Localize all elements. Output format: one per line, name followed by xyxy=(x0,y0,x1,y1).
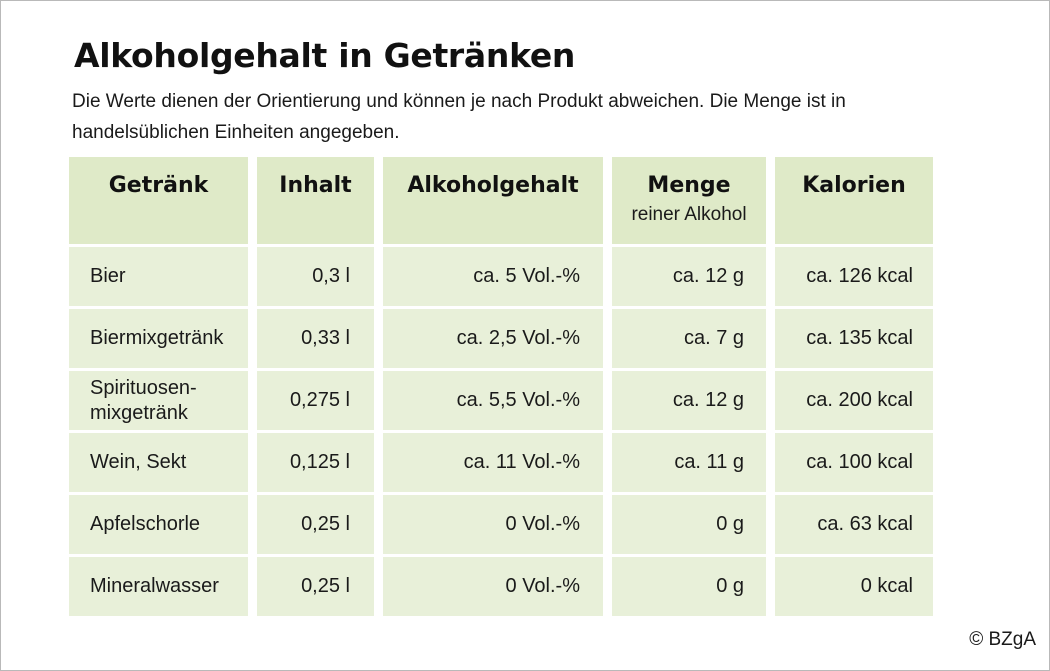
cell-inhalt: 0,25 l xyxy=(257,557,374,616)
cell-kalorien: ca. 135 kcal xyxy=(775,309,933,368)
header-cell-alkoholgehalt: Alkoholgehalt xyxy=(383,157,603,244)
cell-getraenk: Wein, Sekt xyxy=(69,433,248,492)
cell-getraenk: Bier xyxy=(69,247,248,306)
cell-inhalt: 0,33 l xyxy=(257,309,374,368)
cell-inhalt: 0,25 l xyxy=(257,495,374,554)
page-subtitle: Die Werte dienen der Orientierung und kö… xyxy=(72,91,846,143)
header-sublabel: reiner Alkohol xyxy=(631,204,747,225)
cell-kalorien: ca. 63 kcal xyxy=(775,495,933,554)
cell-kalorien: ca. 100 kcal xyxy=(775,433,933,492)
cell-alkoholgehalt: 0 Vol.-% xyxy=(383,557,603,616)
cell-menge: ca. 12 g xyxy=(612,371,766,430)
cell-menge: ca. 12 g xyxy=(612,247,766,306)
cell-kalorien: 0 kcal xyxy=(775,557,933,616)
header-cell-kalorien: Kalorien xyxy=(775,157,933,244)
cell-alkoholgehalt: ca. 2,5 Vol.-% xyxy=(383,309,603,368)
cell-alkoholgehalt: ca. 11 Vol.-% xyxy=(383,433,603,492)
header-cell-menge: Menge reiner Alkohol xyxy=(612,157,766,244)
cell-getraenk: Apfelschorle xyxy=(69,495,248,554)
cell-menge: 0 g xyxy=(612,557,766,616)
cell-kalorien: ca. 200 kcal xyxy=(775,371,933,430)
header-label: Getränk xyxy=(108,173,209,198)
cell-inhalt: 0,3 l xyxy=(257,247,374,306)
header-label: Inhalt xyxy=(279,173,352,198)
cell-menge: ca. 11 g xyxy=(612,433,766,492)
header-label: Alkoholgehalt xyxy=(407,173,579,198)
cell-getraenk: Spirituosen-mixgetränk xyxy=(69,371,248,430)
cell-menge: 0 g xyxy=(612,495,766,554)
cell-getraenk: Biermixgetränk xyxy=(69,309,248,368)
header-label: Kalorien xyxy=(802,173,906,198)
cell-alkoholgehalt: ca. 5,5 Vol.-% xyxy=(383,371,603,430)
page-title: Alkoholgehalt in Getränken xyxy=(74,36,576,75)
cell-getraenk: Mineralwasser xyxy=(69,557,248,616)
cell-inhalt: 0,275 l xyxy=(257,371,374,430)
header-cell-inhalt: Inhalt xyxy=(257,157,374,244)
copyright-notice: © BZgA xyxy=(969,629,1036,650)
cell-kalorien: ca. 126 kcal xyxy=(775,247,933,306)
alcohol-table: Getränk Inhalt Alkoholgehalt Menge reine… xyxy=(69,157,933,616)
header-label: Menge xyxy=(647,173,731,198)
cell-alkoholgehalt: ca. 5 Vol.-% xyxy=(383,247,603,306)
header-cell-getraenk: Getränk xyxy=(69,157,248,244)
cell-inhalt: 0,125 l xyxy=(257,433,374,492)
cell-alkoholgehalt: 0 Vol.-% xyxy=(383,495,603,554)
cell-menge: ca. 7 g xyxy=(612,309,766,368)
